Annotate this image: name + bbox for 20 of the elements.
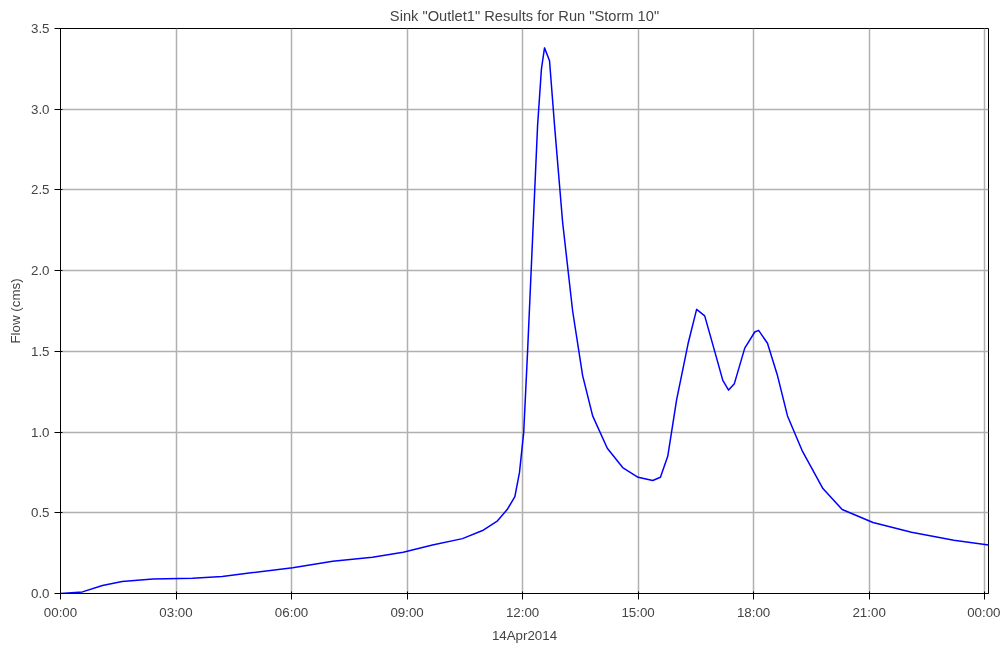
y-tick-label: 3.0 bbox=[30, 101, 50, 117]
y-tick-label: 0.5 bbox=[30, 505, 50, 521]
y-tick-label: 2.5 bbox=[30, 182, 50, 198]
x-tick-label: 09:00 bbox=[390, 604, 424, 620]
y-tick-label: 1.5 bbox=[30, 343, 50, 359]
x-tick-label: 03:00 bbox=[159, 604, 193, 620]
x-tick-label: 18:00 bbox=[736, 604, 771, 620]
x-tick-label: 00:00 bbox=[43, 604, 78, 620]
x-tick-label: 15:00 bbox=[621, 604, 655, 620]
y-tick-label: 0.0 bbox=[30, 586, 50, 601]
x-axis-title: 14Apr2014 bbox=[491, 627, 558, 643]
x-tick-label: 21:00 bbox=[852, 604, 886, 620]
x-tick-label: 12:00 bbox=[505, 604, 540, 620]
y-tick-label: 3.5 bbox=[30, 21, 50, 36]
y-tick-label: 1.0 bbox=[30, 424, 50, 440]
x-tick-label: 06:00 bbox=[274, 604, 309, 620]
y-tick-label: 2.0 bbox=[30, 263, 50, 279]
chart-title: Sink "Outlet1" Results for Run "Storm 10" bbox=[389, 7, 660, 24]
y-axis-title: Flow (cms) bbox=[7, 278, 23, 344]
x-tick-label: 00:00 bbox=[967, 604, 1001, 620]
